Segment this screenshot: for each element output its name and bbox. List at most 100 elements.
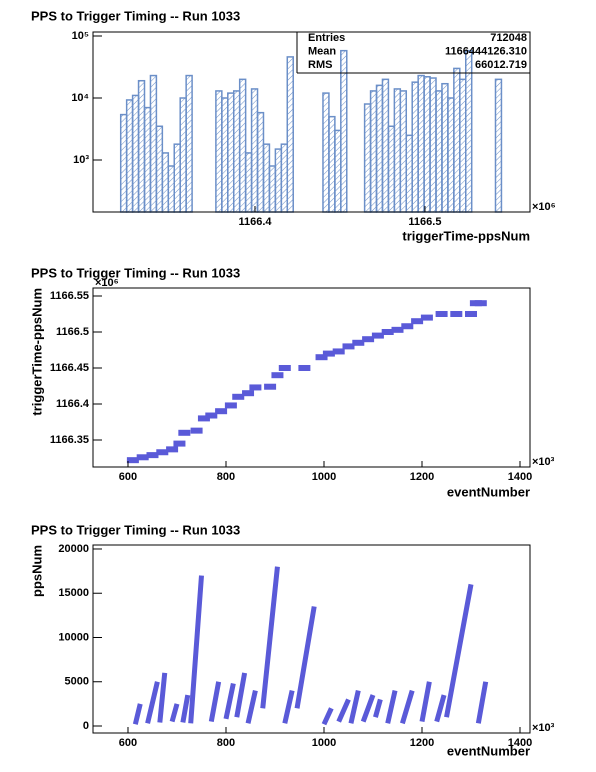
y-tick-label: 1166.55 bbox=[50, 290, 89, 302]
bar bbox=[441, 82, 449, 213]
stats-label: RMS bbox=[308, 59, 332, 71]
point bbox=[178, 429, 191, 436]
y-tick-label: 1166.35 bbox=[50, 434, 89, 446]
x-axis-title: eventNumber bbox=[447, 484, 530, 499]
y-axis-title: triggerTime-ppsNum bbox=[29, 288, 44, 416]
y-tick-label: 0 bbox=[83, 720, 89, 732]
bar bbox=[149, 74, 158, 213]
point bbox=[420, 314, 433, 321]
point bbox=[411, 318, 424, 325]
bar bbox=[268, 165, 277, 213]
point bbox=[362, 336, 375, 343]
bar bbox=[459, 78, 467, 213]
x-tick-label: 1200 bbox=[410, 737, 434, 749]
chart-title: PPS to Trigger Timing -- Run 1033 bbox=[31, 265, 240, 280]
bar bbox=[280, 143, 289, 213]
point bbox=[381, 328, 394, 335]
y-tick-label: 1166.45 bbox=[50, 362, 89, 374]
x-axis-title: triggerTime-ppsNum bbox=[402, 228, 530, 243]
bar bbox=[429, 77, 437, 213]
bar bbox=[215, 90, 223, 213]
x-multiplier: ×10³ bbox=[532, 456, 555, 468]
point bbox=[315, 354, 328, 361]
stats-value: 712048 bbox=[490, 32, 527, 44]
bar bbox=[161, 152, 170, 213]
x-tick-label: 1400 bbox=[508, 471, 532, 483]
x-tick-label: 1400 bbox=[508, 737, 532, 749]
bar bbox=[137, 79, 146, 213]
bar bbox=[238, 78, 247, 213]
y-tick-label: 10000 bbox=[58, 631, 89, 643]
x-tick-label: 1200 bbox=[410, 471, 434, 483]
point bbox=[352, 339, 365, 346]
x-multiplier: ×10⁶ bbox=[532, 201, 556, 213]
bar bbox=[328, 115, 336, 213]
bar bbox=[405, 134, 413, 213]
point bbox=[435, 310, 448, 317]
x-tick-label: 1166.5 bbox=[408, 216, 441, 228]
plot-frame bbox=[92, 544, 531, 734]
point bbox=[474, 300, 487, 307]
point bbox=[146, 452, 159, 459]
bar bbox=[125, 99, 134, 213]
bar bbox=[227, 92, 235, 213]
y-multiplier: ×10⁶ bbox=[95, 277, 119, 289]
bar bbox=[286, 56, 294, 213]
point bbox=[322, 350, 335, 357]
bar bbox=[119, 113, 128, 213]
stats-label: Entries bbox=[308, 32, 345, 44]
point bbox=[298, 364, 311, 371]
point bbox=[391, 326, 404, 333]
bar bbox=[340, 49, 348, 213]
y-tick-label: 15000 bbox=[58, 587, 89, 599]
x-tick-label: 1000 bbox=[312, 737, 336, 749]
bar bbox=[399, 90, 408, 213]
bar bbox=[369, 90, 378, 213]
point bbox=[205, 412, 218, 419]
stats-value: 1166444126.310 bbox=[445, 45, 527, 57]
bar bbox=[221, 97, 229, 213]
series-line bbox=[132, 566, 489, 726]
point bbox=[166, 446, 179, 453]
y-tick-label: 10⁴ bbox=[71, 92, 89, 104]
point bbox=[342, 343, 355, 350]
bar bbox=[179, 97, 187, 213]
x-tick-label: 600 bbox=[119, 737, 137, 749]
y-tick-label: 1166.4 bbox=[56, 398, 90, 410]
bar bbox=[447, 97, 455, 213]
point bbox=[215, 408, 228, 415]
point bbox=[371, 332, 384, 339]
stats-value: 66012.719 bbox=[475, 59, 527, 71]
x-tick-label: 800 bbox=[217, 471, 235, 483]
y-tick-label: 20000 bbox=[58, 543, 89, 555]
y-tick-label: 1166.5 bbox=[56, 326, 89, 338]
bar bbox=[143, 106, 152, 213]
point bbox=[249, 384, 262, 391]
point bbox=[197, 415, 210, 422]
point bbox=[271, 372, 284, 379]
y-tick-label: 10³ bbox=[73, 154, 89, 166]
point bbox=[465, 310, 478, 317]
point bbox=[278, 364, 291, 371]
y-axis-title: ppsNum bbox=[29, 545, 44, 597]
point bbox=[190, 427, 203, 434]
y-tick-label: 5000 bbox=[65, 676, 89, 688]
point bbox=[232, 393, 245, 400]
point bbox=[136, 454, 149, 461]
bar bbox=[173, 143, 181, 213]
bar bbox=[322, 92, 330, 213]
bar bbox=[393, 88, 402, 213]
bar bbox=[167, 165, 175, 213]
point bbox=[264, 383, 277, 390]
y-tick-label: 10⁵ bbox=[72, 30, 89, 42]
bar bbox=[334, 129, 342, 213]
bar bbox=[262, 143, 271, 213]
bar bbox=[250, 88, 259, 213]
bar bbox=[411, 81, 419, 213]
point bbox=[156, 449, 169, 456]
plot-frame bbox=[92, 287, 531, 468]
x-axis-title: eventNumber bbox=[447, 743, 530, 758]
chart-title: PPS to Trigger Timing -- Run 1033 bbox=[31, 8, 240, 23]
